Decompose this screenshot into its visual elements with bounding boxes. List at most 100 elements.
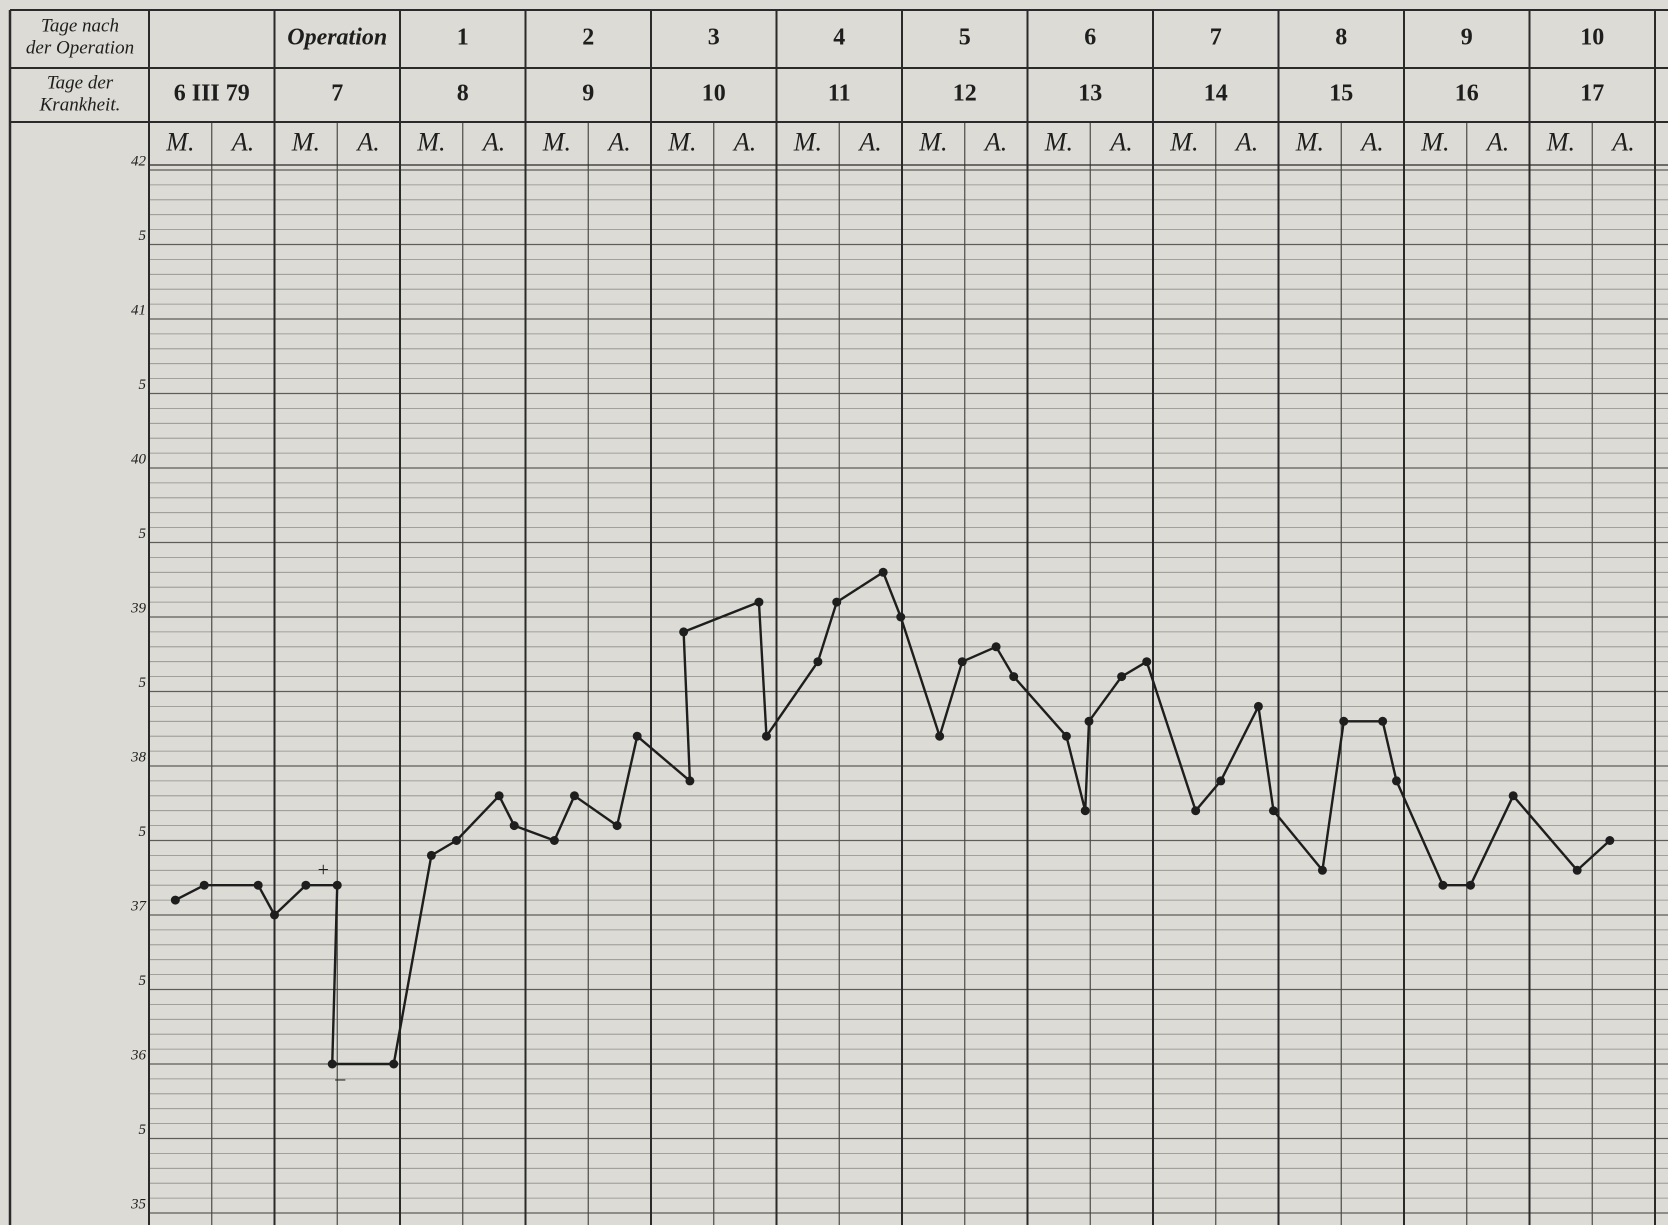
temperature-point bbox=[685, 776, 695, 786]
half-day-label: A. bbox=[983, 127, 1007, 156]
half-day-label: M. bbox=[1546, 127, 1575, 156]
temperature-point bbox=[935, 731, 945, 741]
day-of-illness: 11 bbox=[828, 81, 851, 107]
temperature-point bbox=[1117, 672, 1127, 682]
half-day-label: M. bbox=[793, 127, 822, 156]
half-day-label: M. bbox=[918, 127, 947, 156]
temperature-point bbox=[1191, 806, 1201, 816]
day-after-operation: 5 bbox=[959, 25, 971, 51]
temperature-point bbox=[878, 567, 888, 577]
day-after-operation: 3 bbox=[708, 25, 720, 51]
temperature-point bbox=[957, 657, 967, 667]
row-label: der Operation bbox=[26, 37, 134, 58]
half-day-label: A. bbox=[1234, 127, 1258, 156]
day-of-illness: 10 bbox=[702, 81, 726, 107]
half-day-label: M. bbox=[1169, 127, 1198, 156]
day-of-illness: 17 bbox=[1580, 81, 1604, 107]
y-tick-label: 39 bbox=[130, 600, 147, 616]
temperature-point bbox=[569, 791, 579, 801]
temperature-point bbox=[327, 1059, 337, 1069]
row-label: Tage nach bbox=[41, 15, 119, 36]
day-of-illness: 9 bbox=[582, 81, 594, 107]
day-after-operation: 8 bbox=[1335, 25, 1347, 51]
day-after-operation: 7 bbox=[1210, 25, 1222, 51]
y-tick-label: 40 bbox=[131, 451, 147, 467]
y-tick-label: 5 bbox=[139, 1122, 147, 1138]
temperature-point bbox=[253, 880, 263, 890]
temperature-point bbox=[426, 850, 436, 860]
temperature-point bbox=[1438, 880, 1448, 890]
y-tick-label: 5 bbox=[139, 973, 147, 989]
half-day-label: M. bbox=[542, 127, 571, 156]
temperature-point bbox=[1268, 806, 1278, 816]
y-tick-label: 42 bbox=[131, 153, 147, 169]
row-label: Krankheit. bbox=[39, 94, 121, 115]
temperature-line bbox=[174, 571, 1611, 1066]
temperature-point bbox=[509, 821, 519, 831]
day-of-illness: 13 bbox=[1078, 81, 1102, 107]
temperature-point bbox=[813, 657, 823, 667]
annotation: + bbox=[318, 859, 329, 881]
y-tick-label: 5 bbox=[139, 824, 147, 840]
temperature-point bbox=[1061, 731, 1071, 741]
day-after-operation: 1 bbox=[457, 25, 469, 51]
row-label: Tage der bbox=[47, 72, 114, 93]
day-after-operation: 9 bbox=[1461, 25, 1473, 51]
half-day-label: M. bbox=[416, 127, 445, 156]
temperature-point bbox=[1317, 865, 1327, 875]
temperature-point bbox=[494, 791, 504, 801]
day-after-operation: 6 bbox=[1084, 25, 1096, 51]
day-after-operation: 10 bbox=[1580, 25, 1604, 51]
day-of-illness: 8 bbox=[457, 81, 469, 107]
day-of-illness: 6 III 79 bbox=[174, 81, 250, 107]
temperature-point bbox=[991, 642, 1001, 652]
temperature-point bbox=[1216, 776, 1226, 786]
y-tick-label: 35 bbox=[130, 1196, 147, 1212]
day-of-illness: 15 bbox=[1329, 81, 1353, 107]
half-day-label: A. bbox=[1610, 127, 1634, 156]
day-of-illness: 14 bbox=[1204, 81, 1228, 107]
half-day-label: A. bbox=[230, 127, 254, 156]
temperature-point bbox=[1253, 701, 1263, 711]
half-day-label: A. bbox=[481, 127, 505, 156]
half-day-label: M. bbox=[165, 127, 194, 156]
temperature-point bbox=[1378, 716, 1388, 726]
half-day-label: M. bbox=[1295, 127, 1324, 156]
half-day-label: M. bbox=[1044, 127, 1073, 156]
half-day-label: A. bbox=[1359, 127, 1383, 156]
temperature-point bbox=[199, 880, 209, 890]
half-day-label: A. bbox=[355, 127, 379, 156]
temperature-point bbox=[1572, 865, 1582, 875]
temperature-point bbox=[679, 627, 689, 637]
temperature-point bbox=[1080, 806, 1090, 816]
temperature-point bbox=[1339, 716, 1349, 726]
y-tick-label: 41 bbox=[131, 302, 146, 318]
half-day-label: M. bbox=[1420, 127, 1449, 156]
half-day-label: A. bbox=[1108, 127, 1132, 156]
temperature-point bbox=[1084, 716, 1094, 726]
temperature-point bbox=[270, 910, 279, 920]
y-tick-label: 36 bbox=[130, 1047, 147, 1063]
y-tick-label: 5 bbox=[139, 377, 147, 393]
y-tick-label: 5 bbox=[139, 526, 147, 542]
half-day-label: A. bbox=[732, 127, 756, 156]
temperature-point bbox=[1508, 791, 1518, 801]
day-of-illness: 7 bbox=[331, 81, 343, 107]
temperature-point bbox=[1605, 836, 1615, 845]
half-day-label: M. bbox=[291, 127, 320, 156]
day-after-operation: Operation bbox=[287, 25, 387, 51]
temperature-point bbox=[1009, 672, 1019, 682]
temperature-point bbox=[754, 597, 764, 607]
annotation: – bbox=[334, 1068, 346, 1090]
half-day-label: M. bbox=[667, 127, 696, 156]
temperature-point bbox=[389, 1059, 399, 1069]
temperature-point bbox=[1466, 880, 1476, 890]
temperature-point bbox=[301, 880, 311, 890]
temperature-point bbox=[612, 821, 622, 831]
temperature-point bbox=[761, 731, 771, 741]
day-after-operation: 2 bbox=[582, 25, 594, 51]
temperature-point bbox=[549, 836, 559, 845]
half-day-label: A. bbox=[857, 127, 881, 156]
day-of-illness: 16 bbox=[1455, 81, 1479, 107]
